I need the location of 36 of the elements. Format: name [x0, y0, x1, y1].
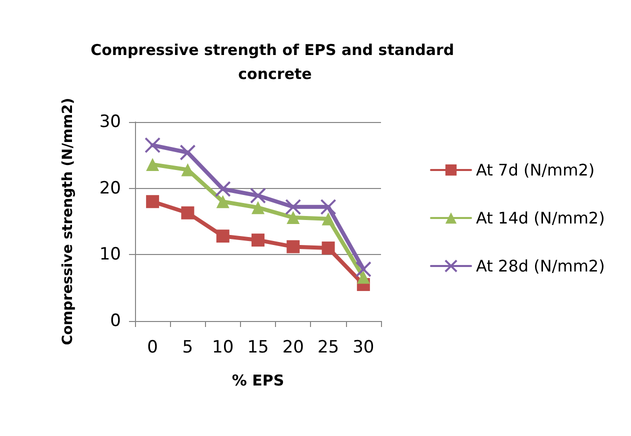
x-tick-label: 15 — [247, 338, 269, 358]
point — [146, 195, 160, 208]
point — [250, 188, 266, 204]
x-tick-label: 5 — [182, 338, 194, 358]
point — [320, 198, 336, 215]
point — [146, 158, 160, 171]
point — [252, 234, 264, 247]
point — [286, 211, 300, 224]
point — [180, 144, 196, 161]
legend-label: At 7d (N/mm2) — [476, 160, 595, 180]
point — [355, 261, 372, 278]
point — [356, 270, 370, 284]
x-axis-title: % EPS — [232, 372, 284, 390]
x-tick-label: 25 — [317, 338, 340, 358]
x-tick-label: 20 — [282, 338, 304, 358]
legend-label: At 14d (N/mm2) — [476, 208, 605, 228]
point — [216, 195, 230, 208]
point — [252, 201, 264, 214]
y-tick-label: 30 — [99, 112, 121, 132]
y-tick-label: 10 — [99, 244, 121, 265]
chart-title: Compressive strength of EPS and standard concrete — [90, 41, 460, 83]
point — [322, 212, 335, 226]
point — [144, 137, 161, 154]
y-tick-label: 20 — [99, 178, 121, 198]
point — [214, 180, 231, 197]
y-axis-title: Compressive strength (N/mm2) — [60, 98, 76, 346]
point — [322, 242, 335, 255]
point — [181, 206, 194, 220]
point — [216, 230, 230, 243]
point — [285, 198, 302, 215]
legend-label: At 28d (N/mm2) — [476, 256, 605, 276]
point — [286, 240, 300, 254]
y-tick-label: 0 — [110, 311, 121, 331]
x-tick-label: 0 — [147, 338, 158, 358]
x-tick-label: 10 — [212, 338, 234, 358]
x-tick-label: 30 — [352, 338, 374, 358]
